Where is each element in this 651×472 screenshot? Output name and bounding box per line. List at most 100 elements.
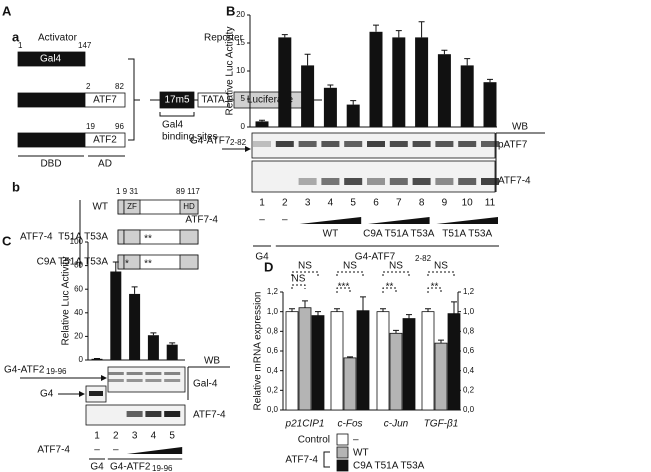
arrow-label: G4-ATF7 — [190, 136, 231, 147]
bar — [129, 293, 141, 360]
tata-label: TATA — [201, 95, 225, 106]
wb-label: WB — [512, 122, 528, 133]
blot-band — [321, 141, 340, 147]
error-bar — [395, 30, 402, 38]
error-bar — [327, 84, 334, 88]
y-tick-label: 1,0 — [267, 307, 279, 316]
ad-label: AD — [98, 159, 112, 170]
panel-label: D — [264, 259, 273, 274]
y-tick-label: 0,4 — [463, 366, 475, 375]
bracket — [336, 287, 351, 293]
blot-label: Gal-4 — [193, 379, 218, 390]
position: 19 — [86, 122, 95, 131]
blot-band — [145, 411, 162, 417]
blot-band — [344, 141, 363, 147]
arrow-label: G4-ATF2 — [4, 365, 45, 376]
lane-number: 2 — [113, 431, 119, 442]
bar — [483, 82, 497, 127]
y-axis-label: Relative Luc Activity — [61, 257, 72, 346]
bottom-label: 19-96 — [152, 464, 173, 472]
zf-box — [123, 229, 141, 245]
x-tick-label: TGF-β1 — [424, 419, 459, 430]
blot-band — [321, 178, 340, 185]
wedge — [126, 447, 183, 454]
ns-label: NS — [292, 274, 306, 285]
significance: *** — [338, 282, 350, 293]
bar — [369, 31, 383, 127]
binding-label: Gal4 — [162, 120, 184, 131]
lane-number: 11 — [485, 198, 496, 209]
blot-band — [435, 141, 454, 147]
blot-label: ATF7-4 — [498, 176, 531, 187]
lane-number: 8 — [419, 198, 425, 209]
blot-band — [89, 391, 103, 396]
bar — [389, 332, 403, 411]
y-axis-label: Relative mRNA expression — [253, 292, 264, 411]
bar — [285, 311, 299, 411]
wedge — [436, 217, 498, 224]
blot-band — [344, 178, 363, 185]
lane-number: 2 — [282, 198, 288, 209]
site-bracket — [159, 112, 195, 117]
error-bar — [350, 100, 357, 105]
y-axis-label: Relative Luc Activity — [225, 27, 236, 116]
luciferase-label: Luciferase — [247, 95, 294, 106]
lane-number: 3 — [132, 431, 138, 442]
ns-label: NS — [343, 261, 357, 272]
lane-number: 7 — [396, 198, 402, 209]
y-tick-label: 1,0 — [463, 307, 475, 316]
y-tick-label: 20 — [236, 10, 245, 19]
n-term — [117, 254, 125, 270]
blot-band — [389, 141, 408, 147]
bar — [421, 311, 435, 411]
error-bar — [347, 356, 353, 358]
domain-label: ZF — [127, 202, 137, 211]
site-label: 17m5 — [164, 95, 189, 106]
wb-label: WB — [204, 356, 220, 367]
construct-name: ATF2 — [93, 135, 117, 146]
blot-band — [164, 379, 181, 382]
blot-band — [126, 411, 143, 417]
error-bar — [360, 296, 366, 311]
bar — [301, 65, 315, 127]
bar — [330, 311, 344, 411]
error-bar — [302, 300, 308, 308]
y-tick-label: 0 — [241, 122, 246, 131]
position: 1 9 31 — [116, 187, 139, 196]
y-tick-label: 15 — [236, 38, 245, 47]
n-term — [117, 229, 125, 245]
n-term — [117, 199, 125, 215]
bracket — [427, 271, 455, 276]
bar — [311, 315, 325, 411]
bottom-label: G4-ATF7 — [355, 252, 396, 263]
bar — [356, 310, 370, 411]
y-tick-label: 0,0 — [463, 405, 475, 414]
y-tick-label: 0,8 — [267, 326, 279, 335]
bar — [346, 104, 360, 127]
error-bar — [315, 311, 321, 316]
x-tick-label: p21CIP1 — [285, 419, 325, 430]
bar — [392, 37, 406, 127]
blot-band — [126, 372, 143, 375]
blot-band — [367, 141, 385, 147]
dash: – — [94, 445, 100, 456]
arrow-label: G4 — [40, 389, 54, 400]
dbd-box — [17, 51, 86, 67]
wedge — [299, 217, 362, 224]
error-bar — [281, 34, 288, 38]
bar — [91, 358, 103, 360]
lane-number: 3 — [305, 198, 311, 209]
error-bar — [373, 24, 379, 32]
activator-label: Activator — [38, 33, 78, 44]
bar — [460, 65, 474, 127]
blot-band — [275, 141, 294, 147]
lane-number: 9 — [442, 198, 448, 209]
zf-box — [123, 199, 141, 215]
error-bar — [425, 308, 431, 312]
y-tick-label: 5 — [241, 94, 246, 103]
bracket — [291, 284, 306, 289]
error-bar — [150, 332, 157, 336]
bar — [437, 54, 451, 128]
blot-band — [164, 372, 181, 375]
arrow-label: 19-96 — [46, 367, 67, 376]
